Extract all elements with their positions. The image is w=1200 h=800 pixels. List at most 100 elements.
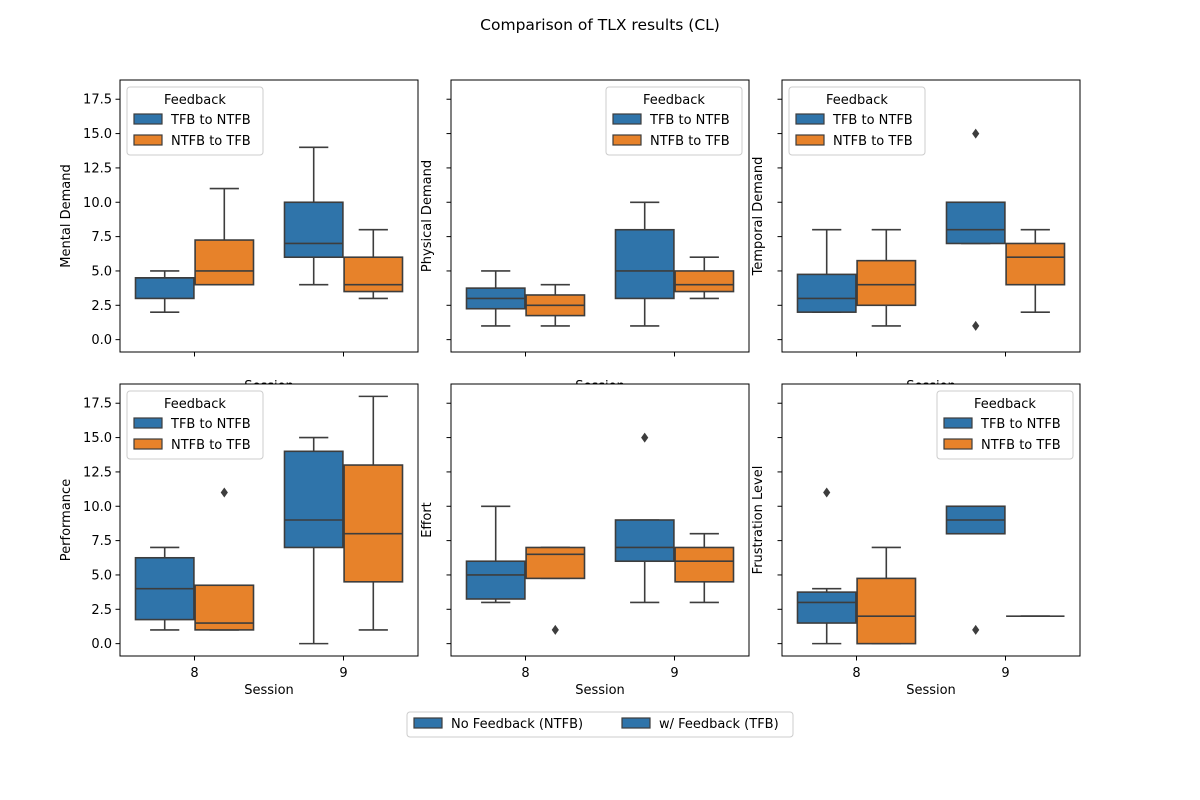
iqr-box <box>796 591 857 624</box>
legend-swatch <box>612 134 642 146</box>
y-tick-label: 7.5 <box>91 534 112 549</box>
box-tfb-to-ntfb-session-8 <box>465 505 526 604</box>
panel-legend: Feedback TFB to NTFB NTFB to TFB <box>788 86 926 156</box>
axes-frame <box>450 383 750 657</box>
box-ntfb-to-tfb-session-9 <box>674 532 735 604</box>
legend-swatch <box>795 113 825 125</box>
x-axis-label: Session <box>244 683 294 698</box>
legend-title: Feedback <box>974 397 1036 412</box>
iqr-box <box>796 273 857 313</box>
axes-frame <box>119 383 419 657</box>
box-tfb-to-ntfb-session-9 <box>945 505 1006 635</box>
iqr-box <box>614 228 675 300</box>
legend-swatch <box>943 438 973 450</box>
panel-legend: Feedback TFB to NTFB NTFB to TFB <box>126 390 264 460</box>
x-tick-label: 8 <box>190 666 198 681</box>
subplot-6: 8 9 Session Frustration Level Feedback TFB to… <box>751 383 1081 698</box>
iqr-box <box>856 259 917 307</box>
subplot-1: 0.02.55.07.510.012.515.017.5SessionMenta… <box>59 79 419 394</box>
legend-swatch <box>133 134 163 146</box>
iqr-box <box>674 546 735 583</box>
y-tick-label: 15.0 <box>83 431 112 446</box>
box-tfb-to-ntfb-session-9 <box>283 436 344 645</box>
legend-swatch <box>133 417 163 429</box>
x-axis-label: Session <box>906 683 956 698</box>
figure-legend-swatch-tfb <box>621 717 651 729</box>
y-axis-label: Temporal Demand <box>751 157 766 277</box>
iqr-box <box>525 546 586 580</box>
legend-entry-label: NTFB to TFB <box>171 438 251 453</box>
y-tick-label: 10.0 <box>83 196 112 211</box>
legend-title: Feedback <box>643 93 705 108</box>
iqr-box <box>614 519 675 563</box>
legend-swatch <box>612 113 642 125</box>
panel-legend: Feedback TFB to NTFB NTFB to TFB <box>126 86 264 156</box>
x-tick-label: 8 <box>521 666 529 681</box>
y-axis-label: Frustration Level <box>751 466 766 575</box>
outlier-point <box>220 487 228 498</box>
box-ntfb-to-tfb-session-8 <box>194 487 255 631</box>
outlier-point <box>823 487 831 498</box>
box-tfb-to-ntfb-session-8 <box>796 487 857 645</box>
box-tfb-to-ntfb-session-9 <box>945 128 1006 331</box>
legend-swatch <box>133 438 163 450</box>
y-axis-label: Mental Demand <box>59 164 74 267</box>
legend-entry-label: NTFB to TFB <box>833 134 913 149</box>
iqr-box <box>343 256 404 293</box>
figure-title: Comparison of TLX results (CL) <box>480 16 720 34</box>
box-ntfb-to-tfb-session-9 <box>674 256 735 300</box>
outlier-point <box>972 624 980 635</box>
iqr-box <box>194 239 255 286</box>
y-tick-label: 17.5 <box>83 397 112 412</box>
x-tick-label: 9 <box>339 666 347 681</box>
axes-frame <box>781 79 1081 353</box>
axes-frame <box>450 79 750 353</box>
x-axis-label: Session <box>575 683 625 698</box>
box-ntfb-to-tfb-session-9 <box>343 228 404 300</box>
box-ntfb-to-tfb-session-8 <box>856 546 917 645</box>
outlier-point <box>551 624 559 635</box>
box-ntfb-to-tfb-session-9 <box>343 395 404 631</box>
iqr-box <box>1005 242 1066 286</box>
x-tick-label: 9 <box>1001 666 1009 681</box>
legend-entry-label: TFB to NTFB <box>170 417 251 432</box>
box-ntfb-to-tfb-session-8 <box>194 187 255 286</box>
y-tick-label: 0.0 <box>91 637 112 652</box>
figure-legend-label-ntfb: No Feedback (NTFB) <box>451 717 583 732</box>
outlier-point <box>641 432 649 443</box>
outlier-point <box>972 320 980 331</box>
legend-title: Feedback <box>164 93 226 108</box>
subplot-grid: 0.0 2.5 5.0 7.5 10.0 12.5 15.0 17.5 Session Menta… <box>59 79 1081 698</box>
box-tfb-to-ntfb-session-9 <box>614 432 675 604</box>
legend-entry-label: NTFB to TFB <box>171 134 251 149</box>
iqr-box <box>856 577 917 645</box>
y-tick-label: 5.0 <box>91 264 112 279</box>
legend-entry-label: NTFB to TFB <box>981 438 1061 453</box>
y-tick-label: 5.0 <box>91 568 112 583</box>
iqr-box <box>283 201 344 259</box>
figure-legend: No Feedback (NTFB) w/ Feedback (TFB) <box>406 711 794 738</box>
iqr-box <box>674 270 735 293</box>
box-tfb-to-ntfb-session-8 <box>134 546 195 631</box>
y-axis-label: Physical Demand <box>420 160 435 272</box>
box-ntfb-to-tfb-session-8 <box>856 228 917 327</box>
y-tick-label: 12.5 <box>83 465 112 480</box>
axes-frame <box>781 383 1081 657</box>
legend-swatch <box>133 113 163 125</box>
y-tick-label: 2.5 <box>91 299 112 314</box>
box-ntfb-to-tfb-session-8 <box>525 283 586 327</box>
legend-title: Feedback <box>164 397 226 412</box>
figure-legend-swatch-ntfb <box>413 717 443 729</box>
x-tick-label: 8 <box>852 666 860 681</box>
box-ntfb-to-tfb-session-8 <box>525 546 586 635</box>
panel-legend: Feedback TFB to NTFB NTFB to TFB <box>605 86 743 156</box>
subplot-4: 0.0 2.5 5.0 7.5 10.0 12.5 15.0 17.5 8 9 Session Per… <box>59 383 419 698</box>
box-tfb-to-ntfb-session-9 <box>283 146 344 286</box>
legend-entry-label: TFB to NTFB <box>170 113 251 128</box>
iqr-box <box>465 560 526 600</box>
y-tick-label: 17.5 <box>83 93 112 108</box>
legend-entry-label: TFB to NTFB <box>832 113 913 128</box>
